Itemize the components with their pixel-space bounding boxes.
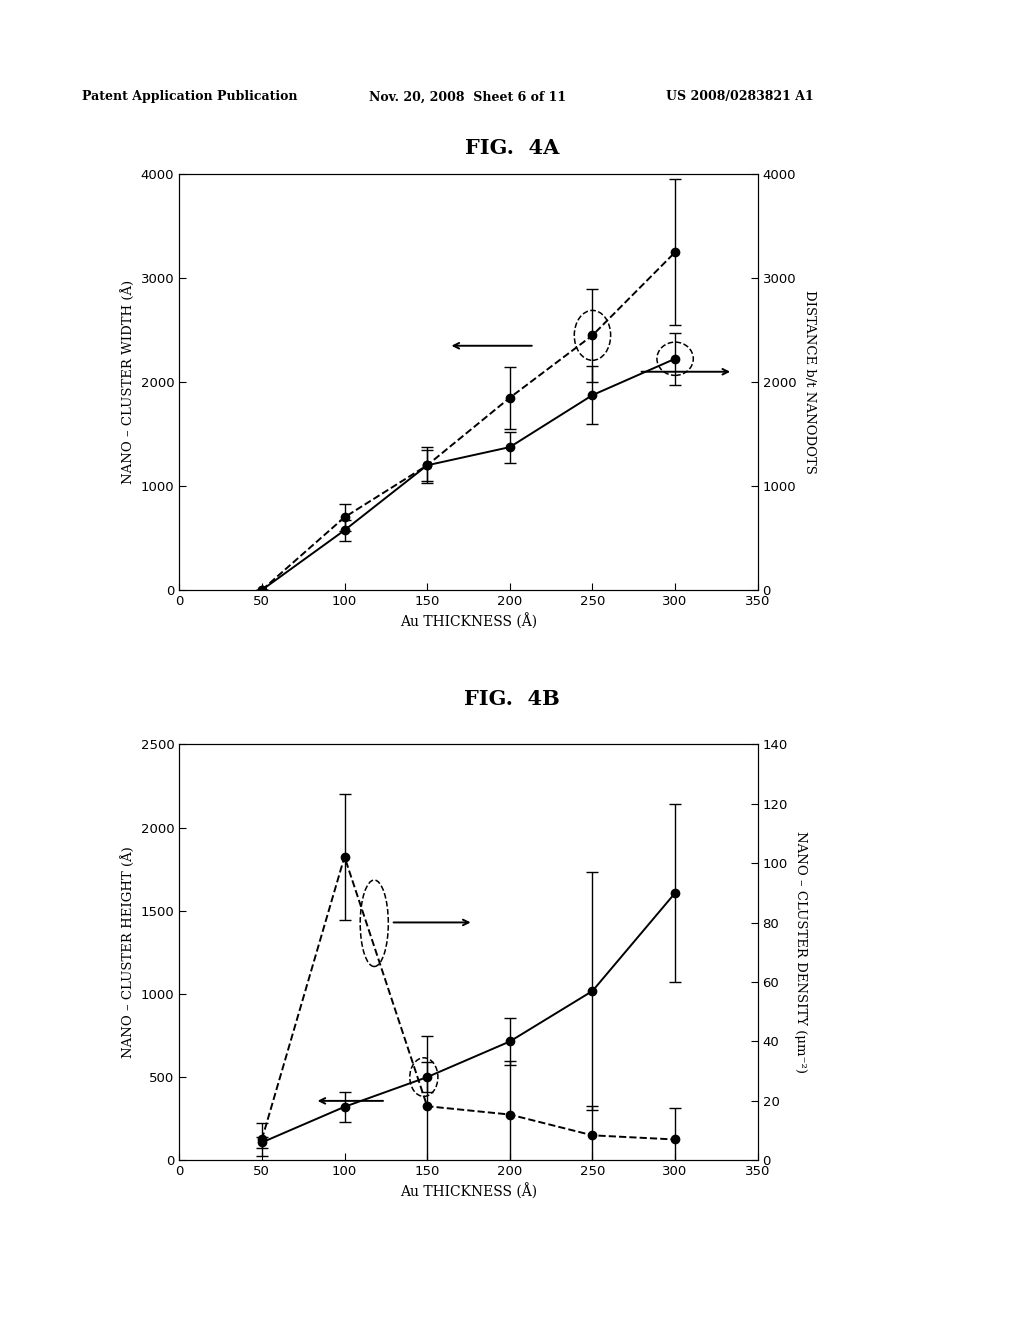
Text: Nov. 20, 2008  Sheet 6 of 11: Nov. 20, 2008 Sheet 6 of 11	[369, 90, 566, 103]
Y-axis label: DISTANCE b/t NANODOTS: DISTANCE b/t NANODOTS	[803, 290, 816, 474]
X-axis label: Au THICKNESS (Å): Au THICKNESS (Å)	[400, 614, 537, 630]
Y-axis label: NANO – CLUSTER DENSITY (μm⁻²): NANO – CLUSTER DENSITY (μm⁻²)	[795, 832, 808, 1073]
Text: FIG.  4B: FIG. 4B	[464, 689, 560, 709]
Text: FIG.  4A: FIG. 4A	[465, 139, 559, 158]
Y-axis label: NANO – CLUSTER WIDTH (Å): NANO – CLUSTER WIDTH (Å)	[121, 280, 135, 484]
Text: Patent Application Publication: Patent Application Publication	[82, 90, 297, 103]
Text: US 2008/0283821 A1: US 2008/0283821 A1	[666, 90, 813, 103]
Y-axis label: NANO – CLUSTER HEIGHT (Å): NANO – CLUSTER HEIGHT (Å)	[121, 846, 135, 1059]
X-axis label: Au THICKNESS (Å): Au THICKNESS (Å)	[400, 1184, 537, 1200]
